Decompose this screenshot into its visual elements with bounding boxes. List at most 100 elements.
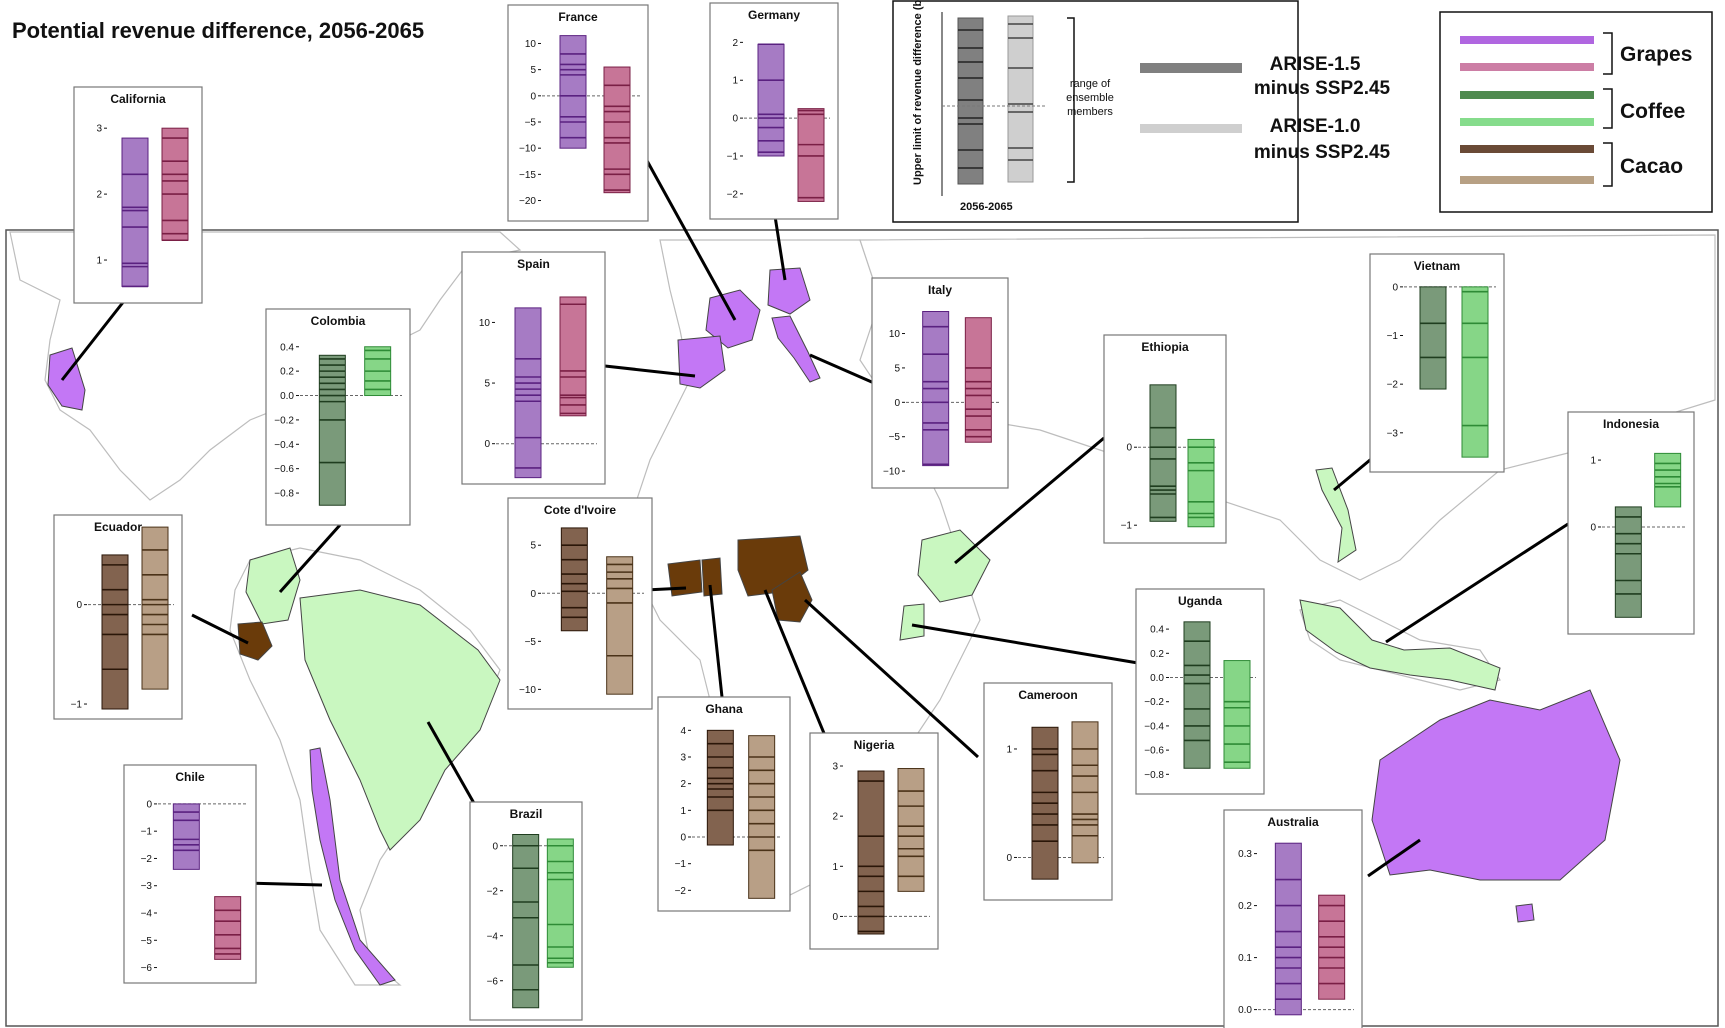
tick-label: 0.3 xyxy=(1238,849,1252,860)
tick-label: −0.4 xyxy=(1144,721,1164,732)
tick-label: −4 xyxy=(487,931,499,942)
tick-label: 1 xyxy=(832,862,838,873)
bar-arise-1-0 xyxy=(546,838,574,968)
panel-vietnam: Vietnam 0 −1 −2 −3 xyxy=(1369,253,1505,473)
tick-label: −6 xyxy=(141,963,153,974)
bar-arise-1-0 xyxy=(797,108,825,202)
connector-ethiopia xyxy=(954,436,1105,565)
bar-arise-1-0 xyxy=(161,127,189,241)
tick-label: 0 xyxy=(832,912,838,923)
tick-label: −6 xyxy=(487,976,499,987)
tick-label: 0.2 xyxy=(280,367,294,378)
tick-label: −5 xyxy=(525,637,537,648)
connector-france xyxy=(638,147,737,321)
bar-arise-1-5 xyxy=(512,834,540,1009)
panel-germany: Germany 2 1 0 −1 −2 xyxy=(709,2,839,220)
tick-label: 3 xyxy=(832,762,838,773)
tick-label: −2 xyxy=(1387,380,1399,391)
tick-label: −3 xyxy=(141,881,153,892)
country-australia xyxy=(1371,689,1621,881)
legend-crop-coffee-bracket xyxy=(1603,88,1613,129)
tick-label: 1 xyxy=(1006,744,1012,755)
legend-bar-10 xyxy=(1007,15,1034,183)
panel-ghana: Ghana 4 3 2 1 0 −1 −2 xyxy=(657,696,791,912)
tick-label: −1 xyxy=(71,700,83,711)
bar-arise-1-5 xyxy=(1183,621,1211,769)
legend-annotation-line3: members xyxy=(1067,106,1113,118)
legend-crop-cacao-label: Cacao xyxy=(1620,155,1683,178)
panel-title: Chile xyxy=(175,770,205,784)
tick-label: 1 xyxy=(1590,456,1596,467)
legend-crop-grapes-swatch-1 xyxy=(1460,36,1594,44)
tick-label: 0.0 xyxy=(1238,1005,1252,1016)
bar-arise-1-5 xyxy=(757,43,785,157)
legend-ranges: Upper limit of revenue difference (bn) 2… xyxy=(892,0,1391,223)
tick-label: −0.8 xyxy=(274,489,294,500)
country-vietnam xyxy=(1315,467,1357,564)
bar-arise-1-5 xyxy=(1149,384,1177,522)
country-indonesia xyxy=(1299,599,1501,691)
tick-label: −1 xyxy=(141,827,153,838)
tick-label: −10 xyxy=(883,467,900,478)
panel-title: Australia xyxy=(1267,815,1319,829)
legend-bracket xyxy=(1067,17,1075,183)
panel-title: Vietnam xyxy=(1414,259,1460,273)
panel-ethiopia: Ethiopia 0 −1 xyxy=(1103,334,1227,544)
country-ghana xyxy=(701,557,723,597)
connector-cameroon xyxy=(803,598,980,759)
connector-ghana xyxy=(708,584,724,698)
bar-arise-1-5 xyxy=(706,729,734,846)
tick-label: 0.4 xyxy=(1150,625,1164,636)
tick-label: 0.1 xyxy=(1238,953,1252,964)
panel-title: California xyxy=(110,92,166,106)
panel-colombia: Colombia 0.4 0.2 0.0 −0.2 −0.4 −0.6 −0.8 xyxy=(265,308,411,526)
legend-crop-cacao-bracket xyxy=(1603,142,1613,187)
tick-label: 0 xyxy=(1006,853,1012,864)
panel-title: Cote d'Ivoire xyxy=(544,503,617,517)
tick-label: 2 xyxy=(832,812,838,823)
tick-label: −5 xyxy=(141,936,153,947)
bar-arise-1-0 xyxy=(606,556,634,695)
tick-label: 0 xyxy=(530,589,536,600)
bar-arise-1-5 xyxy=(559,35,587,149)
tick-label: 0 xyxy=(894,398,900,409)
tick-label: −2 xyxy=(141,854,153,865)
bar-arise-1-0 xyxy=(964,317,992,443)
bar-arise-1-0 xyxy=(603,66,631,194)
connector-chile xyxy=(243,881,323,887)
legend-swatch-15 xyxy=(1140,63,1242,73)
connector-australia xyxy=(1367,838,1421,878)
bar-arise-1-0 xyxy=(897,768,925,892)
tick-label: 0.0 xyxy=(280,391,294,402)
panel-cote-d-ivoire: Cote d'Ivoire 5 0 −5 −10 xyxy=(507,497,653,710)
tick-label: −2 xyxy=(487,886,499,897)
bar-arise-1-0 xyxy=(1187,438,1215,528)
tick-label: −0.2 xyxy=(1144,697,1164,708)
legend-crop-grapes-swatch-2 xyxy=(1460,63,1594,71)
tick-label: 0.2 xyxy=(1150,649,1164,660)
panel-title: Italy xyxy=(928,283,952,297)
tick-label: −4 xyxy=(141,909,153,920)
panel-nigeria: Nigeria 3 2 1 0 xyxy=(809,732,939,950)
legend-crop-cacao-swatch-1 xyxy=(1460,145,1594,153)
tick-label: 0.0 xyxy=(1150,673,1164,684)
panel-title: Ethiopia xyxy=(1141,340,1189,354)
bar-arise-1-5 xyxy=(857,770,885,935)
panel-title: Uganda xyxy=(1178,594,1222,608)
panel-australia: Australia 0.3 0.2 0.1 0.0 xyxy=(1223,809,1363,1028)
legend-ylabel: Upper limit of revenue difference (bn) xyxy=(912,0,924,185)
panel-chile: Chile 0 −1 −2 −3 −4 −5 −6 xyxy=(123,764,257,984)
panel-title: Indonesia xyxy=(1603,417,1659,431)
panel-title: Colombia xyxy=(311,314,366,328)
connector-spain xyxy=(604,364,696,378)
tick-label: −2 xyxy=(727,189,739,200)
tick-label: 10 xyxy=(479,318,491,329)
legend-crop-coffee-label: Coffee xyxy=(1620,100,1685,123)
legend-series-15-line2: minus SSP2.45 xyxy=(1254,78,1391,99)
bar-arise-1-5 xyxy=(1419,286,1447,390)
tick-label: 4 xyxy=(680,726,686,737)
tick-label: 3 xyxy=(96,124,102,135)
legend-annotation-line1: range of xyxy=(1070,78,1111,90)
bar-arise-1-5 xyxy=(1274,842,1302,1016)
